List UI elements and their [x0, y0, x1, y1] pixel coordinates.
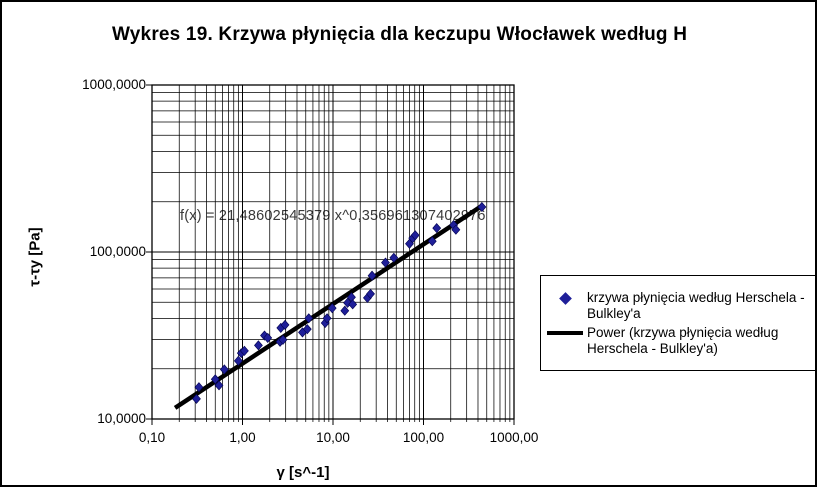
data-point-diamond	[347, 292, 356, 303]
data-point-diamond	[298, 327, 307, 338]
data-point-diamond	[260, 330, 269, 341]
legend-line-marker-icon	[547, 330, 583, 335]
x-axis-tick-label: 100,00	[402, 430, 445, 445]
data-point-diamond	[348, 299, 358, 310]
data-point-diamond	[451, 224, 461, 235]
plot-frame	[151, 84, 515, 420]
data-point-diamond	[254, 340, 263, 351]
data-point-diamond	[233, 355, 243, 366]
y-axis-tick-label: 100,0000	[89, 244, 146, 259]
x-axis-title: γ [s^-1]	[276, 464, 330, 481]
data-point-diamond	[278, 334, 288, 345]
data-point-diamond	[410, 230, 420, 241]
data-point-diamond	[340, 305, 350, 316]
legend-entry: Power (krzywa płynięcia według Herschela…	[543, 325, 814, 357]
data-point-diamond	[389, 252, 399, 263]
data-point-diamond	[275, 336, 285, 347]
data-point-diamond	[192, 393, 201, 404]
legend-entry: krzywa płynięcia według Herschela - Bulk…	[543, 290, 814, 322]
data-point-diamond	[210, 374, 220, 385]
data-point-diamond	[367, 270, 377, 281]
data-point-diamond	[276, 322, 286, 333]
legend-marker-cell	[543, 290, 587, 305]
data-point-diamond	[302, 324, 312, 335]
data-point-diamond	[322, 313, 332, 324]
legend-entry-label: krzywa płynięcia według Herschela - Bulk…	[587, 289, 805, 321]
x-axis-tick-label: 1,00	[229, 430, 256, 445]
chart-title: Wykres 19. Krzywa płynięcia dla keczupu …	[112, 24, 688, 45]
y-axis-tick-label: 1000,0000	[82, 77, 146, 92]
data-point-diamond	[408, 233, 418, 244]
data-point-diamond	[405, 238, 414, 249]
data-point-diamond	[320, 317, 330, 329]
y-axis-tick-label: 10,0000	[97, 411, 146, 426]
trendline	[173, 203, 484, 410]
data-point-diamond	[236, 348, 246, 359]
data-point-diamond	[366, 288, 375, 299]
data-point-diamond	[240, 345, 249, 356]
legend-diamond-marker-icon	[558, 291, 572, 305]
data-point-diamond	[304, 313, 314, 324]
data-point-diamond	[219, 364, 229, 375]
trendline-equation-label: f(x) = 21,48602545379 x^0,35696130740297…	[180, 208, 486, 224]
data-point-diamond	[280, 319, 290, 330]
data-point-diamond	[343, 297, 353, 308]
x-axis-tick-label: 0,10	[138, 430, 166, 445]
y-axis-title: τ-τy [Pa]	[26, 227, 44, 287]
legend-marker-cell	[543, 325, 587, 335]
data-point-diamond	[263, 332, 273, 343]
legend-box: krzywa płynięcia według Herschela - Bulk…	[540, 275, 815, 371]
legend-entry-label: Power (krzywa płynięcia według Herschela…	[587, 324, 779, 356]
data-point-diamond	[363, 292, 372, 303]
data-point-diamond	[381, 257, 390, 268]
data-point-diamond	[432, 223, 442, 234]
x-axis-tick-label: 1000,00	[489, 430, 539, 445]
data-point-diamond	[327, 303, 337, 314]
data-point-diamond	[194, 382, 204, 393]
x-axis-tick-label: 10,00	[316, 430, 350, 445]
data-point-diamond	[427, 236, 437, 247]
data-point-diamond	[214, 380, 224, 391]
